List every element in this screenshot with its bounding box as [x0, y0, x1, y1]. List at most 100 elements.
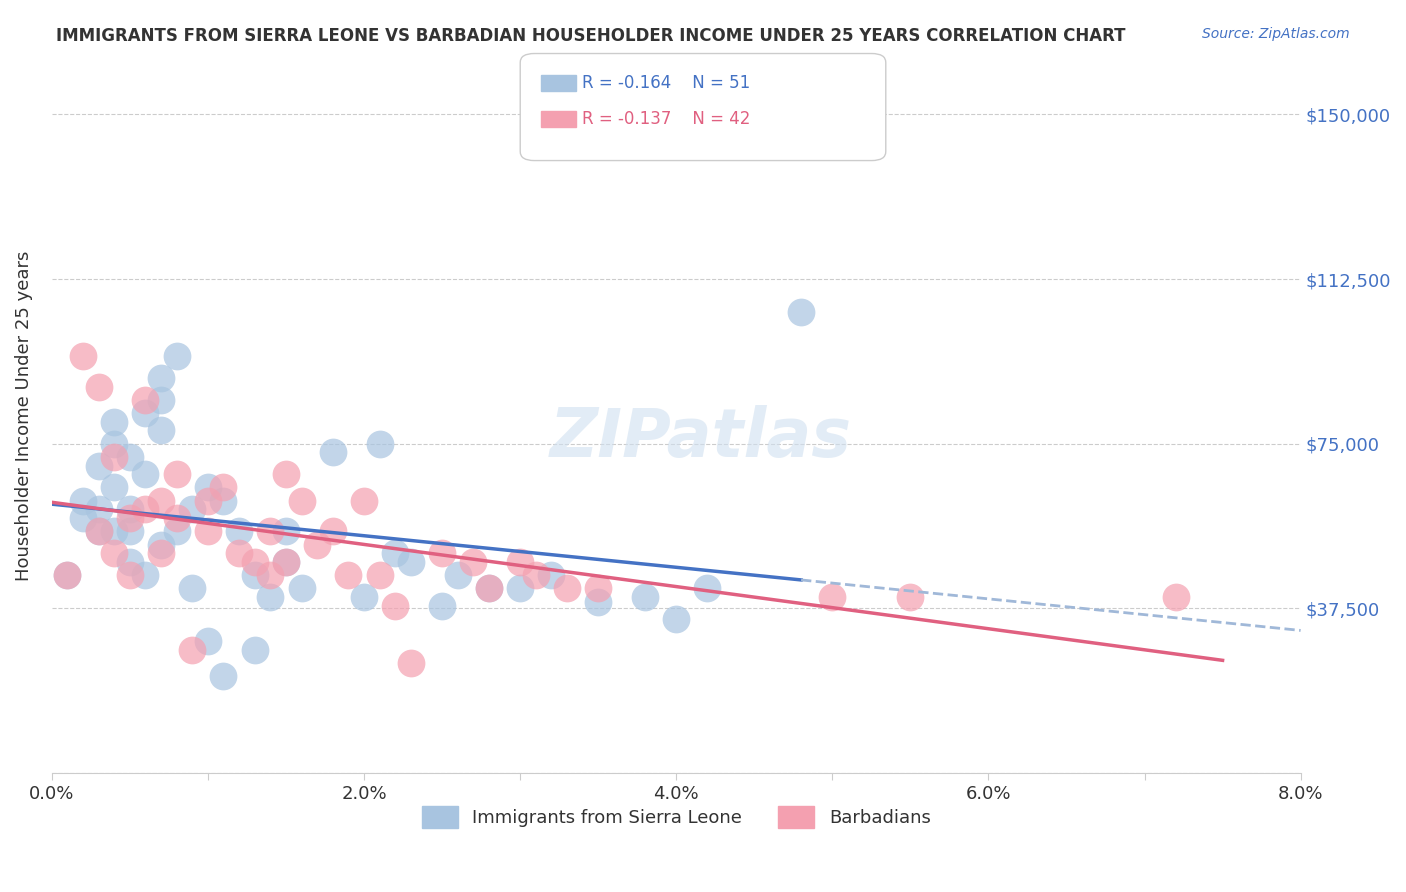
Point — [134, 467, 156, 482]
Point — [150, 493, 173, 508]
Point — [118, 502, 141, 516]
Point — [524, 568, 547, 582]
Point — [399, 656, 422, 670]
Point — [197, 481, 219, 495]
Text: IMMIGRANTS FROM SIERRA LEONE VS BARBADIAN HOUSEHOLDER INCOME UNDER 25 YEARS CORR: IMMIGRANTS FROM SIERRA LEONE VS BARBADIA… — [56, 27, 1126, 45]
Point — [322, 445, 344, 459]
Point — [368, 436, 391, 450]
Point — [118, 555, 141, 569]
Point — [898, 591, 921, 605]
Point — [259, 568, 281, 582]
Point — [384, 546, 406, 560]
Point — [134, 502, 156, 516]
Point — [463, 555, 485, 569]
Point — [118, 450, 141, 464]
Point — [509, 582, 531, 596]
Point — [212, 669, 235, 683]
Point — [197, 524, 219, 539]
Point — [368, 568, 391, 582]
Point — [181, 502, 204, 516]
Text: ZIPatlas: ZIPatlas — [550, 405, 852, 471]
Point — [150, 392, 173, 407]
Point — [259, 591, 281, 605]
Point — [478, 582, 501, 596]
Point — [430, 599, 453, 613]
Point — [87, 458, 110, 473]
Point — [228, 546, 250, 560]
Point — [150, 537, 173, 551]
Point — [118, 524, 141, 539]
Point — [353, 591, 375, 605]
Point — [243, 568, 266, 582]
Point — [430, 546, 453, 560]
Point — [790, 305, 813, 319]
Point — [87, 379, 110, 393]
Legend: Immigrants from Sierra Leone, Barbadians: Immigrants from Sierra Leone, Barbadians — [415, 798, 938, 835]
Point — [478, 582, 501, 596]
Point — [259, 524, 281, 539]
Point — [166, 511, 188, 525]
Point — [274, 524, 297, 539]
Point — [446, 568, 468, 582]
Point — [274, 555, 297, 569]
Point — [665, 612, 688, 626]
Point — [87, 524, 110, 539]
Point — [821, 591, 844, 605]
Point — [540, 568, 562, 582]
Point — [103, 415, 125, 429]
Point — [274, 555, 297, 569]
Point — [150, 546, 173, 560]
Point — [134, 406, 156, 420]
Point — [166, 349, 188, 363]
Point — [197, 634, 219, 648]
Point — [228, 524, 250, 539]
Point — [322, 524, 344, 539]
Point — [181, 582, 204, 596]
Point — [166, 467, 188, 482]
Text: R = -0.137    N = 42: R = -0.137 N = 42 — [582, 110, 751, 128]
Point — [134, 568, 156, 582]
Point — [72, 493, 94, 508]
Point — [353, 493, 375, 508]
Point — [307, 537, 329, 551]
Point — [166, 524, 188, 539]
Point — [87, 524, 110, 539]
Point — [87, 502, 110, 516]
Point — [103, 436, 125, 450]
Point — [274, 467, 297, 482]
Point — [72, 349, 94, 363]
Point — [56, 568, 79, 582]
Point — [72, 511, 94, 525]
Point — [399, 555, 422, 569]
Point — [555, 582, 578, 596]
Point — [243, 643, 266, 657]
Y-axis label: Householder Income Under 25 years: Householder Income Under 25 years — [15, 251, 32, 582]
Point — [696, 582, 718, 596]
Point — [103, 546, 125, 560]
Point — [290, 493, 312, 508]
Point — [150, 371, 173, 385]
Point — [243, 555, 266, 569]
Text: Source: ZipAtlas.com: Source: ZipAtlas.com — [1202, 27, 1350, 41]
Point — [103, 524, 125, 539]
Point — [586, 594, 609, 608]
Point — [212, 493, 235, 508]
Point — [384, 599, 406, 613]
Point — [103, 450, 125, 464]
Point — [118, 568, 141, 582]
Point — [134, 392, 156, 407]
Point — [118, 511, 141, 525]
Point — [290, 582, 312, 596]
Point — [212, 481, 235, 495]
Point — [181, 643, 204, 657]
Text: R = -0.164    N = 51: R = -0.164 N = 51 — [582, 74, 751, 92]
Point — [1164, 591, 1187, 605]
Point — [586, 582, 609, 596]
Point — [197, 493, 219, 508]
Point — [103, 481, 125, 495]
Point — [509, 555, 531, 569]
Point — [150, 424, 173, 438]
Point — [56, 568, 79, 582]
Point — [634, 591, 657, 605]
Point — [337, 568, 360, 582]
